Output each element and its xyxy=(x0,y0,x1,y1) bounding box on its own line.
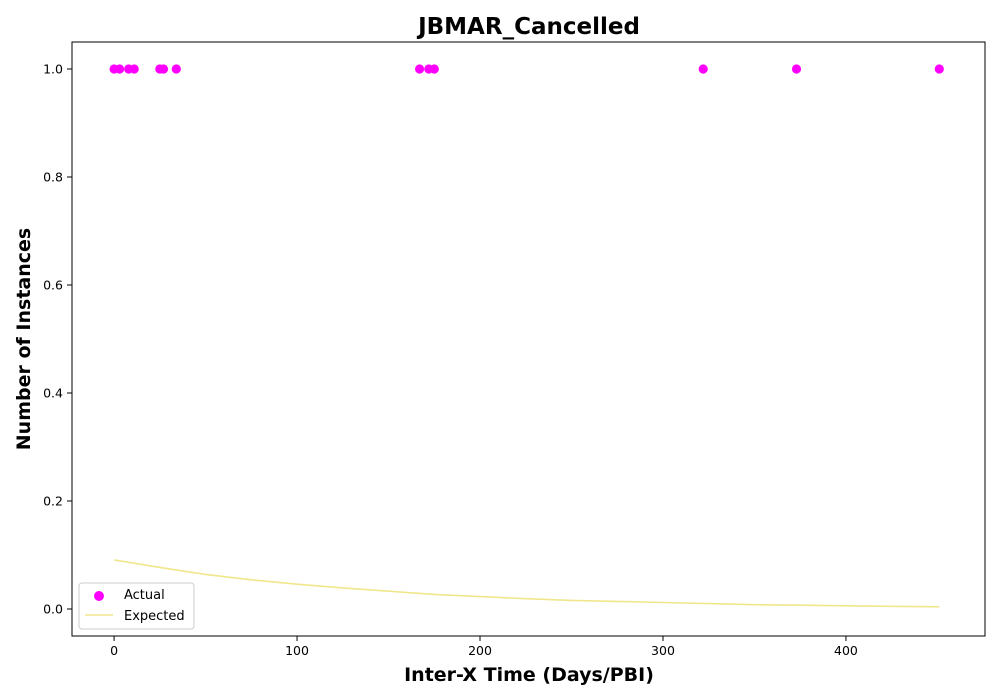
x-tick-label: 300 xyxy=(651,643,675,658)
x-tick-label: 200 xyxy=(468,643,492,658)
legend-box xyxy=(78,582,195,630)
x-axis-ticks: 0 100 200 300 400 xyxy=(110,636,858,658)
y-tick-label: 1.0 xyxy=(43,62,63,77)
data-point-actual xyxy=(158,64,169,74)
x-tick-label: 100 xyxy=(285,643,309,658)
series-line-expected xyxy=(113,559,940,608)
data-point-actual xyxy=(698,64,708,74)
y-tick-label: 0.4 xyxy=(43,386,63,401)
x-tick-label: 0 xyxy=(110,643,118,658)
data-point-actual xyxy=(415,64,425,74)
data-point-actual xyxy=(171,64,181,74)
series-layer xyxy=(109,64,944,608)
chart-title: JBMAR_Cancelled xyxy=(416,14,640,40)
x-tick-label: 400 xyxy=(834,643,858,658)
y-axis-ticks: 0.0 0.2 0.4 0.6 0.8 1.0 xyxy=(43,62,72,617)
y-tick-label: 0.2 xyxy=(43,494,63,509)
legend-label-expected: Expected xyxy=(124,609,185,624)
y-tick-label: 0.6 xyxy=(43,278,63,293)
plot-frame xyxy=(71,41,986,637)
y-tick-label: 0.8 xyxy=(43,170,63,185)
data-point-actual xyxy=(115,64,125,74)
data-point-actual xyxy=(129,64,139,74)
legend: Actual Expected xyxy=(78,582,195,630)
data-point-actual xyxy=(429,64,439,74)
legend-label-actual: Actual xyxy=(124,588,165,603)
y-tick-label: 0.0 xyxy=(43,602,63,617)
plot-area: 0 100 200 300 400 0.0 0.2 0.4 0.6 0.8 1.0 xyxy=(43,41,986,658)
data-point-actual xyxy=(791,64,802,74)
y-axis-label: Number of Instances xyxy=(13,228,35,450)
x-axis-label: Inter-X Time (Days/PBI) xyxy=(404,664,654,686)
legend-marker-actual xyxy=(94,591,104,601)
data-point-actual xyxy=(934,64,944,74)
